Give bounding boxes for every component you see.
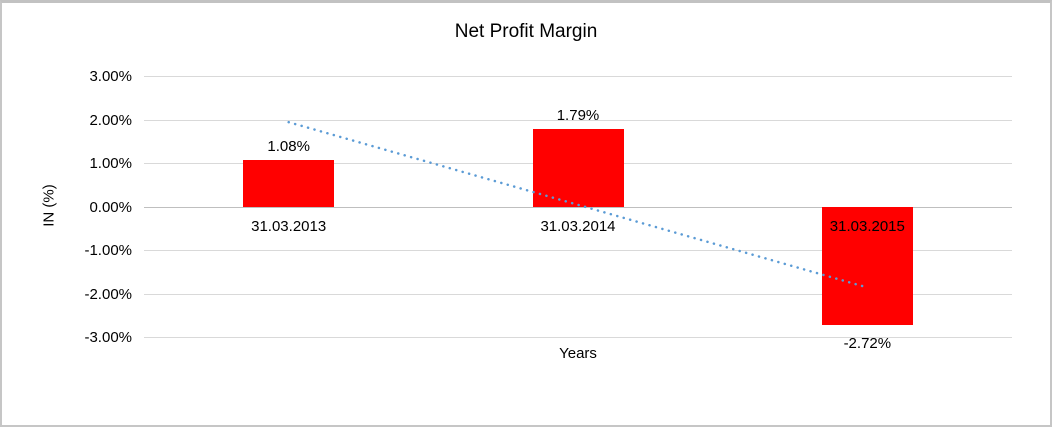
- y-axis-tick-label: 3.00%: [89, 68, 132, 85]
- y-axis-tick-label: -3.00%: [84, 329, 132, 346]
- gridline: [144, 76, 1012, 77]
- chart-title: Net Profit Margin: [454, 21, 598, 42]
- gridline: [144, 293, 1012, 295]
- x-axis-category-label: 31.03.2013: [251, 218, 327, 235]
- x-axis-category-label: 31.03.2014: [540, 218, 616, 235]
- gridline: [144, 119, 1012, 121]
- bar-value-label: 1.08%: [267, 138, 310, 156]
- bar: [243, 160, 335, 207]
- bar-value-label: -2.72%: [843, 335, 892, 353]
- y-axis-tick-label: 1.00%: [89, 155, 132, 172]
- gridline: [144, 337, 1012, 338]
- y-axis-tick-label: 2.00%: [89, 111, 132, 129]
- y-axis-tick-label: -1.00%: [84, 242, 132, 259]
- x-axis-title: Years: [559, 345, 597, 362]
- y-axis-tick-label: 0.00%: [89, 198, 132, 216]
- bar-value-label: 1.79%: [556, 107, 600, 125]
- x-axis-category-label: 31.03.2015: [829, 218, 905, 235]
- y-axis-tick-label: -2.00%: [84, 285, 132, 303]
- bar: [532, 129, 624, 207]
